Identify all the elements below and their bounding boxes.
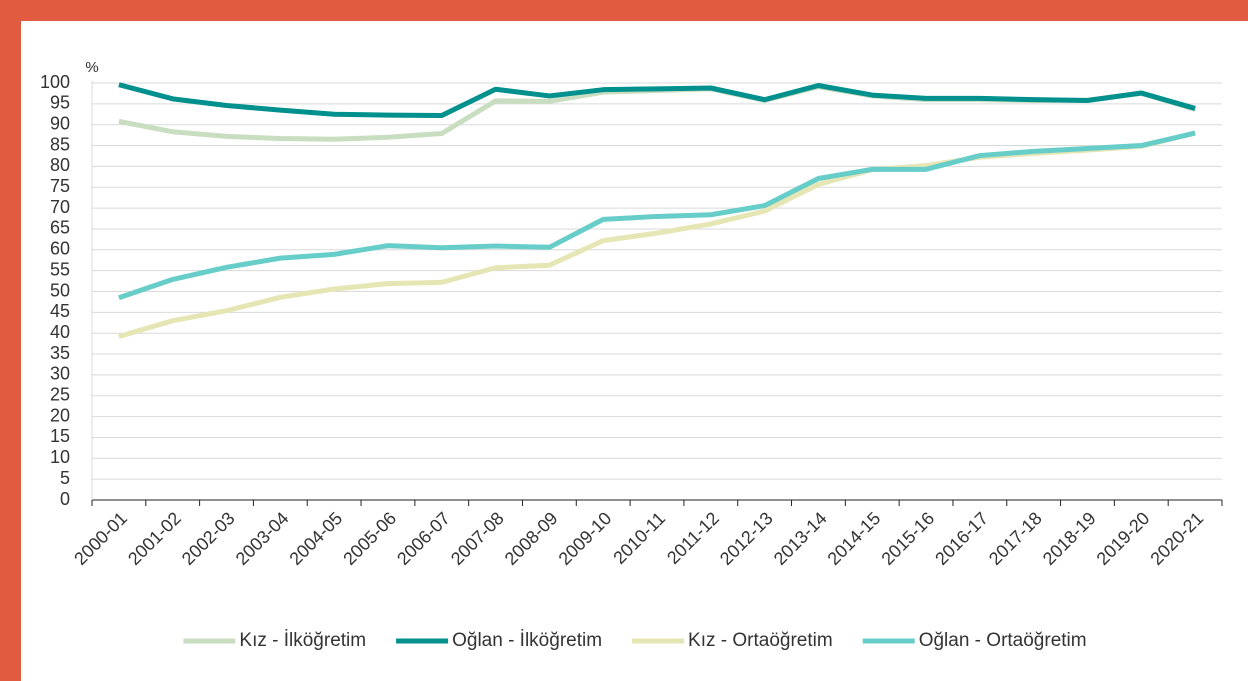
y-tick-label: 75 [50,176,70,196]
y-tick-label: 20 [50,405,70,425]
x-tick-label: 2006-07 [393,508,454,569]
x-tick-label: 2005-06 [339,508,400,569]
y-tick-label: 15 [50,426,70,446]
series-line [118,82,1196,119]
y-tick-label: 40 [50,322,70,342]
frame-top [0,0,1248,21]
legend-label: Oğlan - Ortaöğretim [919,630,1087,651]
series-line [118,130,1196,301]
y-tick-label: 90 [50,113,70,133]
y-tick-label: 85 [50,134,70,154]
y-tick-label: 0 [60,489,70,509]
y-tick-label: 25 [50,385,70,405]
x-tick-label: 2015-16 [877,508,938,569]
series-line [118,130,1196,339]
x-tick-label: 2012-13 [716,508,777,569]
y-tick-label: 95 [50,93,70,113]
legend-item: Kız - Ortaöğretim [632,630,833,651]
y-tick-label: 45 [50,301,70,321]
x-tick-label: 2004-05 [285,508,346,569]
x-tick-label: 2016-17 [931,508,992,569]
x-tick-label: 2018-19 [1039,508,1100,569]
x-tick-label: 2017-18 [985,508,1046,569]
legend-label: Kız - Ortaöğretim [688,630,833,651]
y-tick-label: 55 [50,259,70,279]
x-tick-label: 2001-02 [124,508,185,569]
legend-label: Kız - İlköğretim [239,630,366,651]
x-tick-label: 2019-20 [1093,508,1154,569]
y-tick-label: 60 [50,239,70,259]
x-tick-label: 2003-04 [232,508,293,569]
x-tick-label: 2014-15 [824,508,885,569]
legend-item: Kız - İlköğretim [183,630,366,651]
series-line [118,84,1196,142]
y-tick-label: 30 [50,364,70,384]
x-tick-label: 2020-21 [1146,508,1207,569]
x-tick-label: 2013-14 [770,508,831,569]
y-axis-label: % [85,59,98,76]
x-tick-label: 2000-01 [70,508,131,569]
y-tick-label: 70 [50,197,70,217]
y-tick-label: 80 [50,155,70,175]
x-tick-label: 2007-08 [447,508,508,569]
legend-item: Oğlan - İlköğretim [396,630,602,651]
y-tick-label: 35 [50,343,70,363]
y-tick-label: 50 [50,280,70,300]
y-tick-label: 5 [60,468,70,488]
y-tick-label: 100 [40,72,70,92]
y-tick-label: 10 [50,447,70,467]
x-tick-label: 2011-12 [663,508,723,568]
x-tick-label: 2008-09 [501,508,562,569]
x-tick-label: 2010-11 [609,508,669,568]
x-tick-label: 2009-10 [555,508,616,569]
legend-label: Oğlan - İlköğretim [452,630,602,651]
frame-left [0,0,21,681]
y-tick-label: 65 [50,218,70,238]
legend-item: Oğlan - Ortaöğretim [862,630,1087,651]
x-tick-label: 2002-03 [178,508,239,569]
